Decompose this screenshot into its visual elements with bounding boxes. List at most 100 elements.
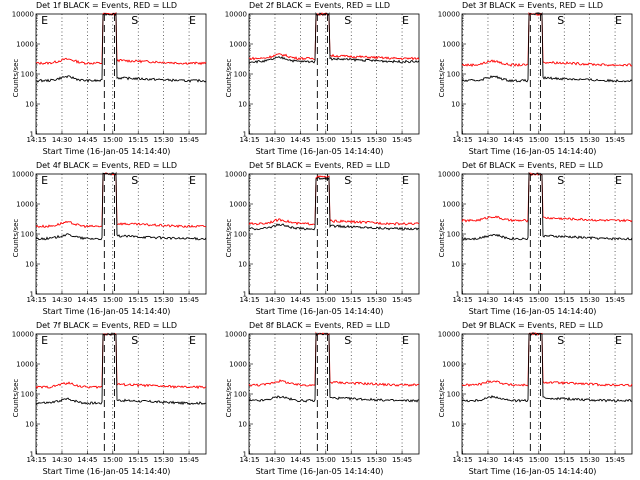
x-tick-label: 15:30	[154, 296, 174, 304]
y-axis-label: Counts/sec	[12, 58, 20, 98]
y-tick-label: 1	[456, 131, 460, 139]
region-marker-label: S	[557, 174, 564, 187]
y-tick-label: 10000	[12, 171, 34, 179]
x-tick-label: 14:15	[26, 136, 46, 144]
region-marker-label: E	[41, 14, 48, 27]
x-tick-label: 15:45	[179, 296, 199, 304]
x-tick-label: 14:45	[290, 456, 310, 464]
y-tick-label: 10000	[438, 331, 460, 339]
y-tick-label: 100	[447, 71, 460, 79]
plot-frame	[461, 173, 633, 295]
lld-rate-series-line	[461, 332, 633, 387]
x-tick-label: 14:45	[290, 296, 310, 304]
x-axis-label: Start Time (16-Jan-05 14:14:40)	[468, 467, 597, 476]
panel-title: Det 9f BLACK = Events, RED = LLD	[461, 321, 604, 330]
x-tick-label: 15:15	[341, 296, 361, 304]
y-axis-label: Counts/sec	[12, 378, 20, 418]
x-tick-label: 15:00	[103, 296, 123, 304]
x-axis-label: Start Time (16-Jan-05 14:14:40)	[42, 147, 171, 156]
x-tick-label: 14:15	[452, 456, 472, 464]
panel-title: Det 5f BLACK = Events, RED = LLD	[248, 161, 391, 170]
x-tick-label: 15:30	[154, 136, 174, 144]
region-marker-label: S	[344, 14, 351, 27]
x-tick-label: 14:45	[290, 136, 310, 144]
x-tick-label: 15:15	[554, 136, 574, 144]
y-tick-label: 1	[243, 451, 247, 459]
event-rate-series-line	[35, 171, 207, 241]
x-tick-label: 14:45	[503, 136, 523, 144]
x-tick-label: 15:45	[392, 296, 412, 304]
region-marker-label: S	[557, 334, 564, 347]
x-tick-label: 14:45	[77, 296, 97, 304]
x-tick-label: 15:15	[341, 456, 361, 464]
detector-panel: Det 8f BLACK = Events, RED = LLD 14:15 14:…	[213, 320, 426, 480]
y-tick-label: 10000	[12, 331, 34, 339]
panel-title: Det 6f BLACK = Events, RED = LLD	[461, 161, 604, 170]
plot-frame	[461, 333, 633, 455]
y-tick-label: 10	[238, 101, 247, 109]
x-tick-label: 14:15	[239, 296, 259, 304]
y-tick-label: 10000	[438, 11, 460, 19]
x-tick-label: 14:45	[503, 296, 523, 304]
x-tick-label: 15:00	[103, 136, 123, 144]
event-rate-series-line	[248, 11, 420, 64]
panel-title: Det 7f BLACK = Events, RED = LLD	[35, 321, 178, 330]
x-tick-label: 15:30	[367, 456, 387, 464]
y-axis-label: Counts/sec	[225, 218, 233, 258]
y-axis-label: Counts/sec	[12, 218, 20, 258]
x-tick-label: 15:45	[392, 456, 412, 464]
lld-rate-series-line	[35, 333, 207, 390]
detector-panel: Det 1f BLACK = Events, RED = LLD 14:15 14:…	[0, 0, 213, 160]
panel-plot: 14:15 14:30 14:45 15:00 15:15 15:30 15:45 1 10 10…	[12, 331, 207, 464]
detector-panel: Det 6f BLACK = Events, RED = LLD 14:15 14:…	[426, 160, 639, 320]
region-marker-label: E	[41, 174, 48, 187]
event-rate-series-line	[462, 172, 633, 241]
x-tick-label: 14:30	[265, 456, 285, 464]
y-axis-label: Counts/sec	[225, 58, 233, 98]
x-tick-label: 15:45	[179, 456, 199, 464]
panel-plot: 14:15 14:30 14:45 15:00 15:15 15:30 15:45 1 10 10…	[438, 11, 633, 144]
x-tick-label: 15:15	[554, 456, 574, 464]
x-tick-label: 14:45	[503, 456, 523, 464]
x-axis-label: Start Time (16-Jan-05 14:14:40)	[255, 307, 384, 316]
detector-panel: Det 7f BLACK = Events, RED = LLD 14:15 14:…	[0, 320, 213, 480]
y-tick-label: 1000	[229, 361, 247, 369]
y-tick-label: 1	[456, 451, 460, 459]
x-tick-label: 14:30	[52, 296, 72, 304]
x-tick-label: 15:30	[154, 456, 174, 464]
detector-panel: Det 5f BLACK = Events, RED = LLD 14:15 14:…	[213, 160, 426, 320]
x-tick-label: 15:30	[580, 136, 600, 144]
y-tick-label: 1000	[442, 201, 460, 209]
y-tick-label: 10000	[225, 11, 247, 19]
x-tick-label: 14:30	[265, 296, 285, 304]
lld-rate-series-line	[35, 12, 207, 66]
x-tick-label: 15:45	[392, 136, 412, 144]
y-tick-label: 1000	[229, 41, 247, 49]
detector-panel: Det 4f BLACK = Events, RED = LLD 14:15 14:…	[0, 160, 213, 320]
lld-rate-series-line	[461, 172, 633, 223]
panel-plot: 14:15 14:30 14:45 15:00 15:15 15:30 15:45 1 10 10…	[12, 171, 207, 304]
panel-title: Det 3f BLACK = Events, RED = LLD	[461, 1, 604, 10]
x-tick-label: 15:15	[128, 136, 148, 144]
x-tick-label: 14:45	[77, 456, 97, 464]
y-tick-label: 10	[25, 421, 34, 429]
y-tick-label: 1	[243, 131, 247, 139]
x-tick-label: 14:30	[478, 136, 498, 144]
x-tick-label: 15:15	[128, 456, 148, 464]
x-tick-label: 15:15	[554, 296, 574, 304]
x-tick-label: 14:15	[452, 296, 472, 304]
y-axis-label: Counts/sec	[438, 58, 446, 98]
x-axis-label: Start Time (16-Jan-05 14:14:40)	[255, 147, 384, 156]
x-tick-label: 14:30	[52, 456, 72, 464]
event-rate-series-line	[461, 12, 633, 83]
y-tick-label: 10	[451, 261, 460, 269]
event-rate-series-line	[248, 332, 420, 403]
x-tick-label: 15:00	[103, 456, 123, 464]
x-axis-label: Start Time (16-Jan-05 14:14:40)	[468, 147, 597, 156]
y-tick-label: 100	[234, 391, 247, 399]
event-rate-series-line	[461, 332, 633, 403]
x-tick-label: 15:00	[316, 136, 336, 144]
x-tick-label: 14:30	[52, 136, 72, 144]
y-tick-label: 1	[456, 291, 460, 299]
y-tick-label: 10	[238, 421, 247, 429]
